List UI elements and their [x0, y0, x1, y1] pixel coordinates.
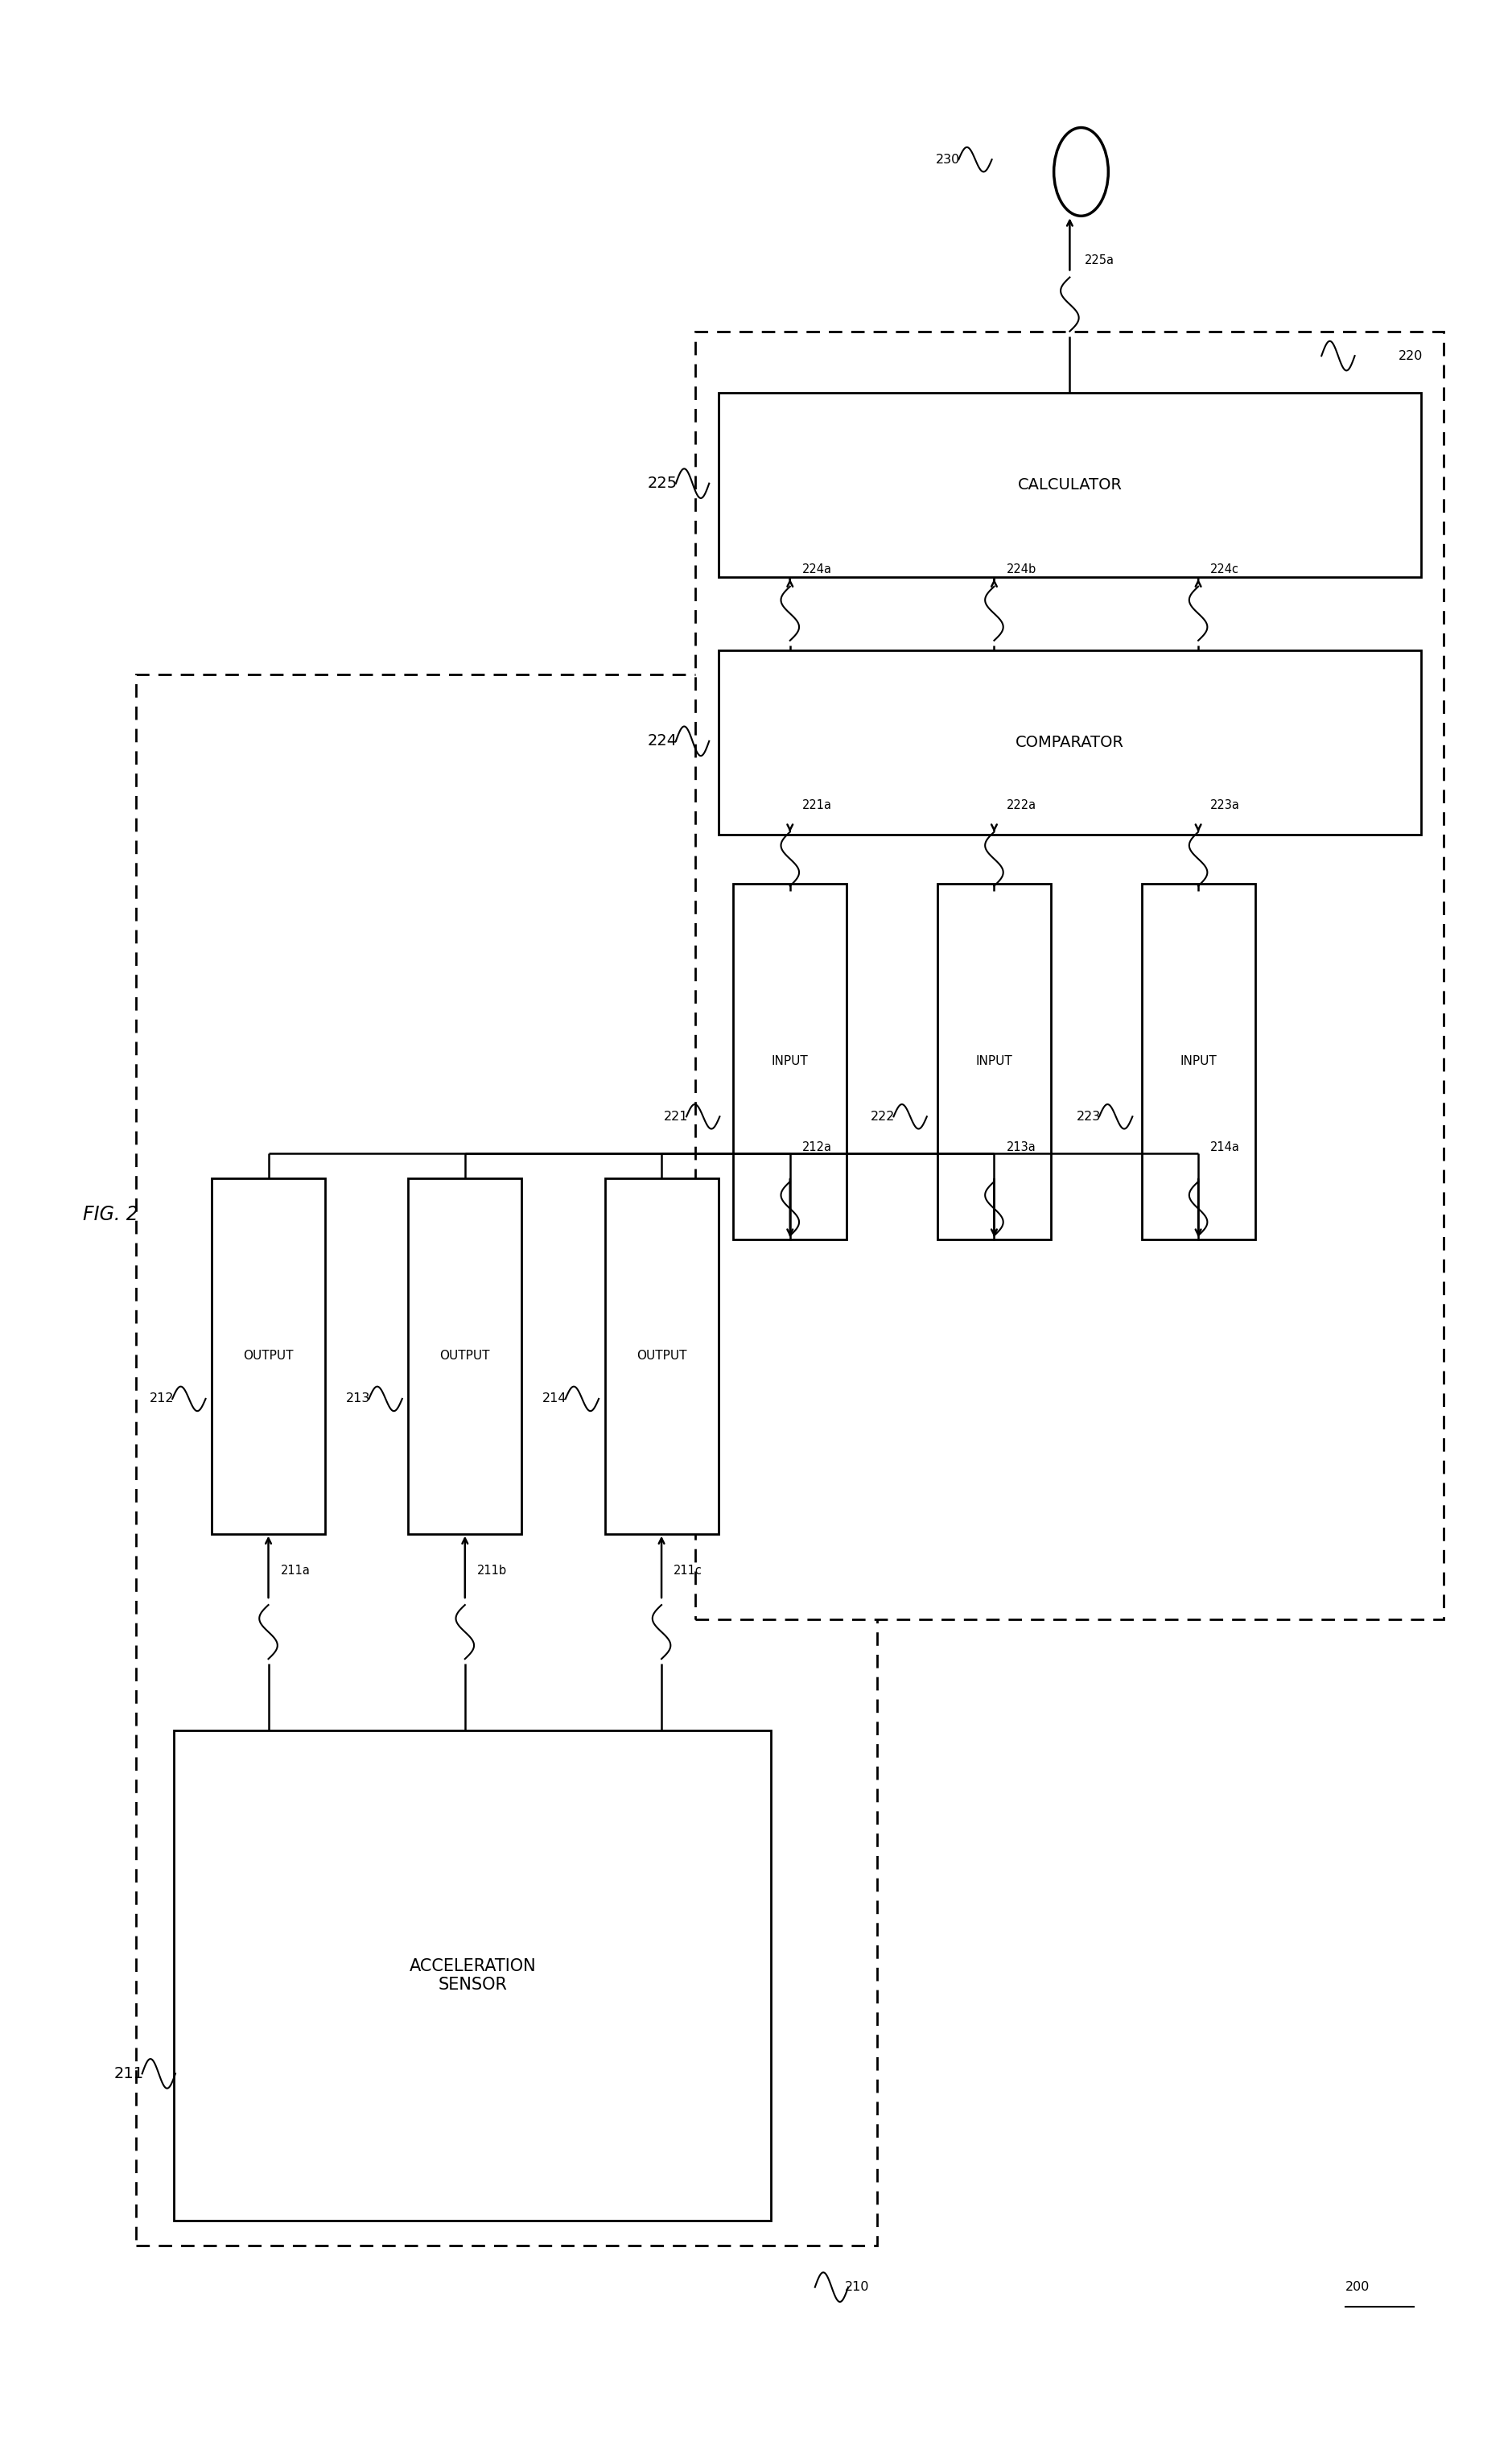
- Text: 223: 223: [1077, 1112, 1101, 1121]
- Text: 224: 224: [647, 734, 677, 748]
- Bar: [408, 1178, 522, 1534]
- Text: 212: 212: [150, 1394, 174, 1404]
- Text: 223a: 223a: [1210, 800, 1240, 810]
- Text: 212a: 212a: [801, 1141, 832, 1153]
- Text: INPUT: INPUT: [975, 1055, 1013, 1067]
- Bar: [1142, 883, 1255, 1239]
- Text: 224a: 224a: [801, 564, 832, 574]
- Text: 200: 200: [1346, 2282, 1370, 2292]
- Bar: [937, 883, 1051, 1239]
- Text: ACCELERATION
SENSOR: ACCELERATION SENSOR: [410, 1958, 535, 1993]
- Text: OUTPUT: OUTPUT: [637, 1350, 686, 1362]
- Bar: [718, 650, 1421, 834]
- Bar: [212, 1178, 325, 1534]
- Text: 214a: 214a: [1210, 1141, 1240, 1153]
- Text: FIG. 2: FIG. 2: [83, 1205, 139, 1225]
- Text: 221: 221: [664, 1112, 688, 1121]
- Text: 224b: 224b: [1007, 564, 1036, 574]
- Text: 214: 214: [543, 1394, 567, 1404]
- Text: 213: 213: [346, 1394, 370, 1404]
- Text: INPUT: INPUT: [1179, 1055, 1217, 1067]
- Text: OUTPUT: OUTPUT: [243, 1350, 293, 1362]
- Bar: [696, 331, 1444, 1620]
- Text: 221a: 221a: [801, 800, 832, 810]
- Text: OUTPUT: OUTPUT: [440, 1350, 490, 1362]
- Text: 213a: 213a: [1007, 1141, 1036, 1153]
- Text: 230: 230: [936, 155, 960, 164]
- Text: 224c: 224c: [1210, 564, 1240, 574]
- Text: 211b: 211b: [478, 1566, 507, 1575]
- Bar: [136, 675, 877, 2245]
- Text: 222a: 222a: [1007, 800, 1036, 810]
- Bar: [174, 1730, 771, 2221]
- Text: CALCULATOR: CALCULATOR: [1018, 476, 1122, 493]
- Text: 225a: 225a: [1086, 255, 1114, 265]
- Text: COMPARATOR: COMPARATOR: [1016, 734, 1123, 751]
- Text: 210: 210: [845, 2282, 869, 2292]
- Text: INPUT: INPUT: [771, 1055, 809, 1067]
- Bar: [718, 393, 1421, 577]
- Text: 211c: 211c: [674, 1566, 703, 1575]
- Text: 211a: 211a: [281, 1566, 310, 1575]
- Text: 220: 220: [1399, 351, 1423, 361]
- Text: 211: 211: [113, 2066, 144, 2081]
- Bar: [733, 883, 847, 1239]
- Bar: [605, 1178, 718, 1534]
- Text: 225: 225: [647, 476, 677, 491]
- Text: 222: 222: [871, 1112, 895, 1121]
